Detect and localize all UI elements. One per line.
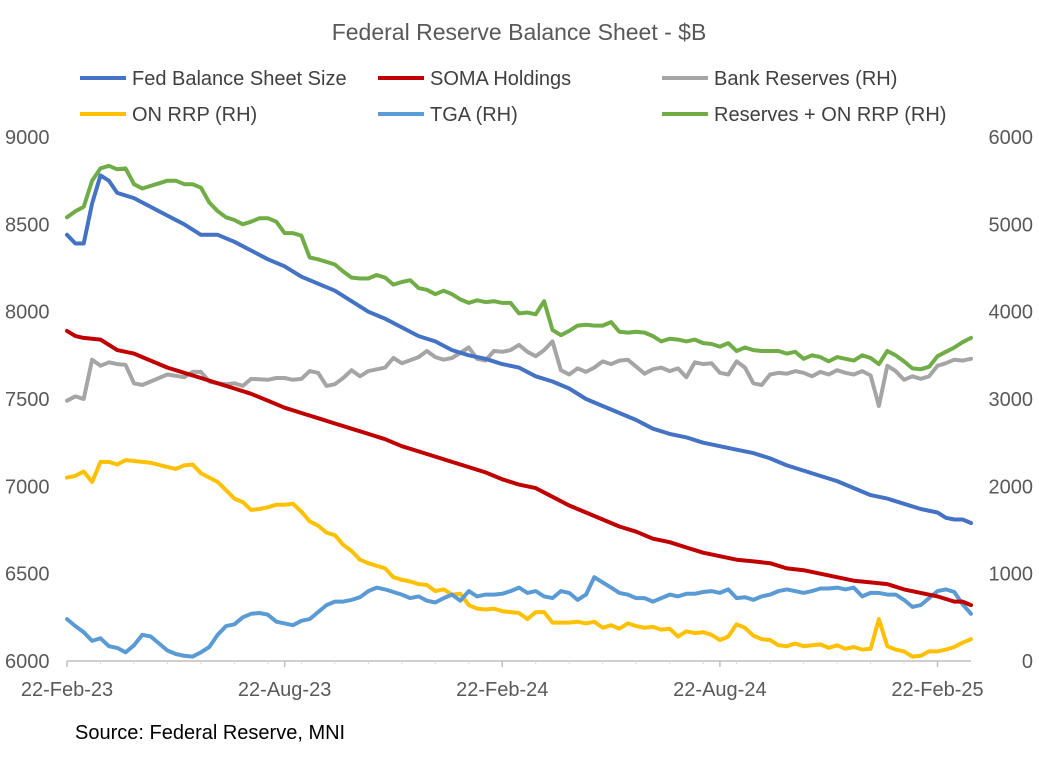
y-left-tick-label: 7500: [5, 389, 50, 411]
fed-balance-sheet-line: [65, 173, 973, 525]
y-left-tick-label: 7000: [5, 476, 50, 498]
y-left-tick-label: 8500: [5, 214, 50, 236]
on-rrp-line: [65, 458, 973, 659]
chart-title: Federal Reserve Balance Sheet - $B: [332, 19, 707, 45]
x-tick-label: 22-Aug-23: [238, 679, 331, 701]
legend: Fed Balance Sheet Size SOMA Holdings Ban…: [80, 68, 946, 126]
x-tick-label: 22-Aug-24: [673, 679, 766, 701]
y-right-tick-label: 5000: [989, 214, 1034, 236]
bank-reserves-line: [65, 339, 973, 408]
y-left-tick-label: 9000: [5, 127, 50, 149]
legend-label-tga: TGA (RH): [430, 104, 518, 126]
source-note: Source: Federal Reserve, MNI: [75, 722, 346, 744]
y-right-tick-label: 0: [1022, 651, 1033, 673]
soma-holdings-line: [65, 328, 973, 608]
y-left-tick-label: 6000: [5, 651, 50, 673]
y-right-tick-label: 6000: [989, 127, 1034, 149]
y-right-tick-label: 2000: [989, 476, 1034, 498]
y-left-tick-label: 8000: [5, 302, 50, 324]
x-tick-label: 22-Feb-24: [456, 679, 548, 701]
legend-label-reserves-plus-on-rrp: Reserves + ON RRP (RH): [714, 104, 946, 126]
tga-line: [65, 575, 973, 659]
legend-label-soma-holdings: SOMA Holdings: [430, 68, 571, 90]
reserves-plus-on-rrp-line: [65, 163, 973, 372]
y-right-tick-label: 4000: [989, 302, 1034, 324]
legend-label-bank-reserves: Bank Reserves (RH): [714, 68, 897, 90]
y-right-tick-label: 1000: [989, 564, 1034, 586]
y-right-tick-label: 3000: [989, 389, 1034, 411]
y-left-tick-label: 6500: [5, 564, 50, 586]
x-tick-label: 22-Feb-23: [21, 679, 113, 701]
legend-label-on-rrp: ON RRP (RH): [132, 104, 257, 126]
axes: 6000 6500 7000 7500 8000 8500 9000 0 1000 2000 300…: [5, 127, 1033, 701]
x-tick-label: 22-Feb-25: [891, 679, 983, 701]
legend-label-fed-balance-sheet: Fed Balance Sheet Size: [132, 68, 347, 90]
series-layer: [65, 163, 973, 659]
